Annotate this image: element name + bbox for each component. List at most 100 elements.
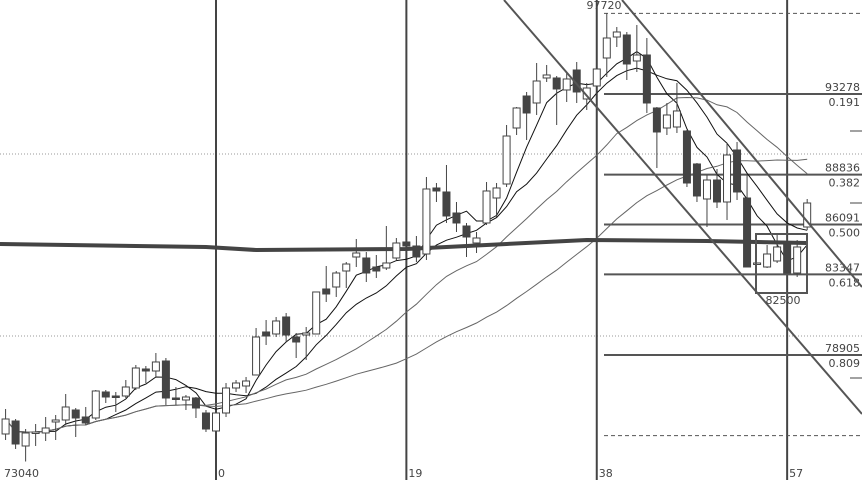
candle	[61, 394, 70, 425]
candle-body	[292, 336, 301, 343]
candle	[201, 409, 210, 432]
candle-body	[312, 291, 321, 335]
candle-body	[352, 252, 361, 258]
candle-body	[562, 78, 571, 91]
candle	[282, 312, 291, 342]
candle-body	[522, 95, 531, 114]
candle-body	[212, 412, 220, 432]
candle	[662, 102, 671, 136]
candle	[753, 262, 762, 265]
candle	[702, 174, 711, 227]
candle-body	[682, 130, 691, 184]
candle	[332, 270, 341, 297]
x-tick-label: 19	[408, 467, 422, 480]
candle-body	[41, 427, 50, 434]
fib-price-label: 86091	[825, 212, 860, 225]
candle-body	[101, 391, 110, 398]
candle-body	[783, 244, 792, 274]
candle-body	[713, 179, 721, 203]
candle	[232, 379, 241, 392]
ma-long-line	[0, 237, 808, 253]
fib-price-label: 83347	[825, 261, 860, 274]
candle	[692, 162, 701, 202]
candle	[181, 394, 190, 410]
candle-body	[372, 266, 381, 272]
candle-body	[462, 225, 471, 238]
candle-body	[161, 360, 170, 399]
candle	[432, 182, 441, 202]
candle	[672, 82, 681, 133]
candle-body	[422, 188, 431, 255]
drawings[interactable]: 82500 97720 73040	[4, 0, 862, 480]
candle-body	[111, 395, 120, 398]
candle-body	[141, 368, 150, 372]
candle	[212, 409, 220, 433]
candle	[472, 231, 481, 253]
range-box[interactable]	[755, 233, 808, 294]
candle-body	[692, 163, 701, 197]
candle	[562, 72, 571, 102]
fib-ratio-label: 0.191	[829, 96, 861, 109]
box-label: 82500	[766, 294, 801, 307]
candle	[392, 237, 401, 260]
candles	[1, 13, 812, 462]
candle-body	[242, 380, 251, 387]
candle-body	[803, 202, 812, 228]
candle	[602, 13, 611, 77]
ma-10-line	[5, 67, 808, 433]
candle-body	[602, 37, 611, 59]
candle	[442, 165, 451, 223]
candle-body	[472, 237, 481, 244]
candle-body	[232, 382, 241, 389]
candle-body	[412, 245, 421, 258]
candle	[81, 406, 90, 425]
candle	[773, 234, 782, 263]
candle-body	[743, 197, 752, 268]
fib-ratio-label: 0.500	[829, 227, 861, 240]
candle-body	[672, 110, 681, 128]
candle-body	[61, 406, 70, 421]
candle	[121, 379, 130, 398]
candle	[41, 416, 50, 441]
x-tick-label: 0	[218, 467, 225, 480]
candle-body	[222, 387, 231, 414]
channel-lower-line[interactable]	[503, 0, 862, 415]
candle	[352, 238, 361, 267]
candle-body	[512, 107, 521, 129]
candle-body	[642, 54, 651, 104]
candle-body	[502, 135, 511, 185]
fibonacci-retracement[interactable]: 93278 0.191 88836 0.382 86091 0.500 83347 0.618…	[604, 12, 862, 437]
candle	[292, 332, 301, 358]
candle-body	[342, 263, 351, 272]
candle	[262, 319, 271, 345]
moving-averages	[0, 50, 808, 433]
candle	[191, 396, 200, 418]
candle	[632, 24, 641, 72]
candle	[422, 176, 431, 260]
candle-body	[191, 397, 200, 409]
candle	[482, 181, 491, 225]
candle	[652, 106, 661, 168]
candle-body	[382, 262, 391, 269]
candle-body	[773, 246, 782, 262]
candle-body	[302, 332, 311, 336]
candle-body	[91, 390, 100, 419]
candle-body	[482, 190, 491, 224]
fib-price-label: 88836	[825, 162, 860, 175]
candle	[452, 201, 461, 232]
candle	[51, 414, 60, 440]
candle	[592, 59, 601, 95]
candle	[713, 168, 721, 209]
candle	[372, 254, 381, 278]
candle	[1, 408, 10, 440]
candle	[11, 418, 20, 449]
candle	[302, 326, 311, 360]
fib-price-label: 93278	[825, 81, 860, 94]
candle-body	[171, 397, 180, 400]
candle-body	[582, 87, 591, 100]
channel-upper-line[interactable]	[621, 0, 862, 288]
fib-price-label: 78905	[825, 342, 860, 355]
candle	[91, 389, 100, 420]
candle-body	[131, 367, 140, 389]
